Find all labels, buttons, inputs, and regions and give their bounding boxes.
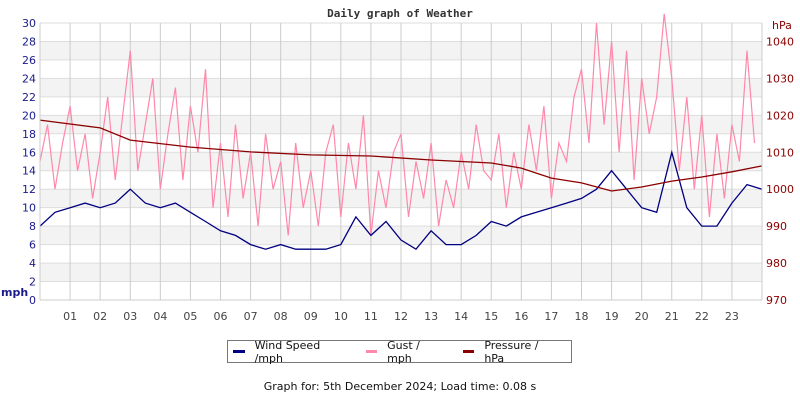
pressure-line bbox=[39, 119, 763, 192]
right-tick-label: 1000 bbox=[766, 183, 794, 196]
x-tick-label: 07 bbox=[244, 310, 258, 323]
chart-title: Daily graph of Weather bbox=[327, 7, 473, 20]
x-axis-ticks: 01 02 03 04 05 06 07 08 09 10 11 12 13 14 15 16 17 18 19 20… bbox=[63, 310, 739, 323]
legend-item-pressure: Pressure / hPa bbox=[462, 338, 559, 365]
wind-speed-line bbox=[39, 149, 763, 251]
x-tick-label: 01 bbox=[63, 310, 77, 323]
right-axis-ticks: 970 980 990 1000 1010 1020 1030 1040 bbox=[766, 35, 794, 307]
x-tick-label: 23 bbox=[725, 310, 739, 323]
right-tick-label: 990 bbox=[766, 220, 787, 233]
left-tick-label: 24 bbox=[22, 72, 36, 85]
x-tick-label: 19 bbox=[605, 310, 619, 323]
x-tick-label: 04 bbox=[153, 310, 167, 323]
right-tick-label: 1030 bbox=[766, 72, 794, 85]
left-tick-label: 4 bbox=[29, 257, 36, 270]
right-tick-label: 1020 bbox=[766, 109, 794, 122]
legend: Wind Speed /mph Gust / mph Pressure / hP… bbox=[227, 338, 572, 365]
x-tick-label: 13 bbox=[424, 310, 438, 323]
left-tick-label: 28 bbox=[22, 35, 36, 48]
left-tick-label: 26 bbox=[22, 54, 36, 67]
left-axis-label: mph bbox=[1, 286, 28, 299]
x-tick-label: 22 bbox=[695, 310, 709, 323]
x-tick-label: 05 bbox=[183, 310, 197, 323]
right-axis-label: hPa bbox=[772, 19, 792, 32]
x-tick-label: 10 bbox=[334, 310, 348, 323]
legend-item-wind: Wind Speed /mph bbox=[233, 339, 349, 365]
x-tick-label: 18 bbox=[575, 310, 589, 323]
left-tick-label: 2 bbox=[29, 276, 36, 289]
left-tick-label: 0 bbox=[29, 294, 36, 307]
left-tick-label: 12 bbox=[22, 183, 36, 196]
x-tick-label: 11 bbox=[364, 310, 378, 323]
x-tick-label: 20 bbox=[635, 310, 649, 323]
left-tick-label: 30 bbox=[22, 17, 36, 30]
left-tick-label: 6 bbox=[29, 239, 36, 252]
x-tick-label: 02 bbox=[93, 310, 107, 323]
right-tick-label: 970 bbox=[766, 294, 787, 307]
x-tick-label: 06 bbox=[214, 310, 228, 323]
left-tick-label: 14 bbox=[22, 165, 36, 178]
left-tick-label: 20 bbox=[22, 109, 36, 122]
left-tick-label: 18 bbox=[22, 128, 36, 141]
right-tick-label: 980 bbox=[766, 257, 787, 270]
left-tick-label: 8 bbox=[29, 220, 36, 233]
x-tick-label: 14 bbox=[454, 310, 468, 323]
gust-swatch bbox=[365, 350, 378, 353]
left-tick-label: 22 bbox=[22, 91, 36, 104]
x-tick-label: 16 bbox=[514, 310, 528, 323]
x-tick-label: 03 bbox=[123, 310, 137, 323]
right-tick-label: 1010 bbox=[766, 146, 794, 159]
right-tick-label: 1040 bbox=[766, 35, 794, 48]
legend-label: Gust / mph bbox=[387, 338, 420, 365]
wind-swatch bbox=[233, 350, 245, 353]
legend-item-gust: Gust / mph bbox=[365, 338, 446, 365]
left-tick-label: 16 bbox=[22, 146, 36, 159]
x-tick-label: 15 bbox=[484, 310, 498, 323]
x-tick-label: 09 bbox=[304, 310, 318, 323]
legend-label: Wind Speed /mph bbox=[254, 338, 321, 365]
x-tick-label: 21 bbox=[665, 310, 679, 323]
series-group bbox=[39, 13, 763, 251]
footer-text: Graph for: 5th December 2024; Load time:… bbox=[263, 380, 537, 393]
x-tick-label: 08 bbox=[274, 310, 288, 323]
pressure-swatch bbox=[462, 350, 475, 353]
gust-line bbox=[39, 13, 756, 236]
left-tick-label: 10 bbox=[22, 202, 36, 215]
x-tick-label: 17 bbox=[544, 310, 558, 323]
x-tick-label: 12 bbox=[394, 310, 408, 323]
legend-label: Pressure / hPa bbox=[484, 338, 539, 365]
